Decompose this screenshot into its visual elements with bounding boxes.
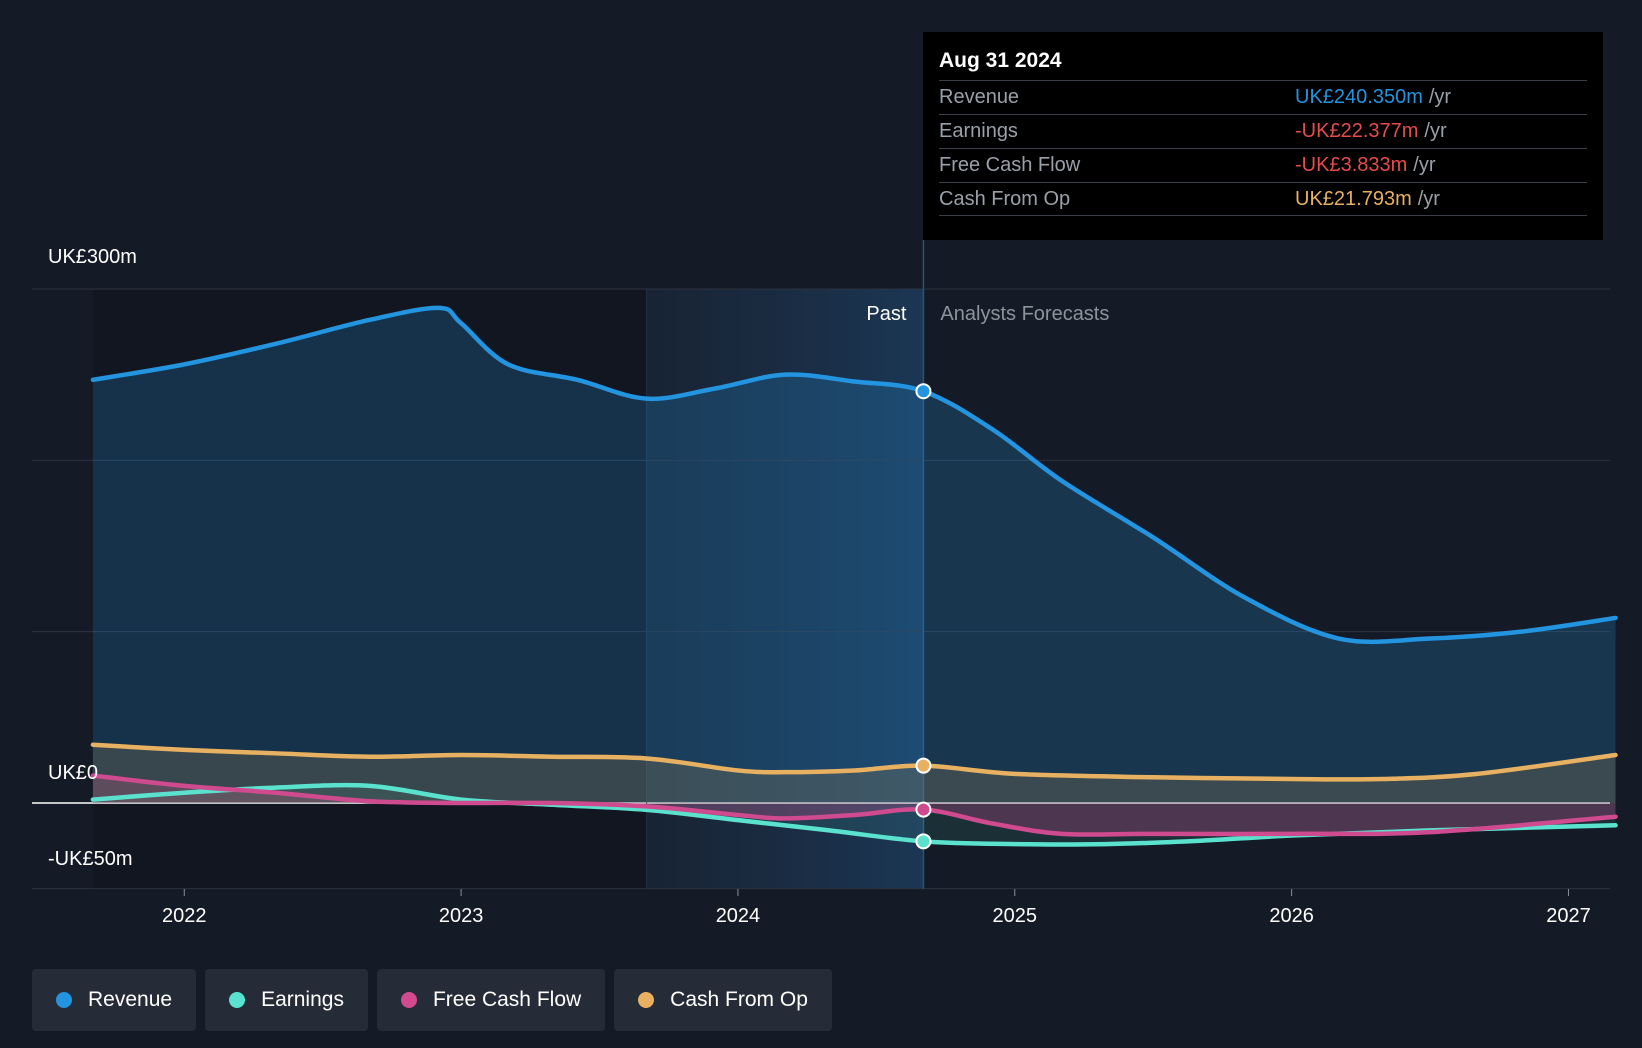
tooltip-row-revenue: Revenue UK£240.350m /yr <box>939 80 1587 114</box>
x-tick-label: 2022 <box>162 905 207 927</box>
past-label: Past <box>866 303 906 325</box>
x-tick-label: 2026 <box>1269 905 1314 927</box>
legend-label: Revenue <box>88 988 173 1011</box>
tooltip-name: Cash From Op <box>939 187 1071 210</box>
marker-free-cash-flow <box>915 801 932 818</box>
legend-label: Cash From Op <box>670 988 808 1011</box>
legend-item-free-cash-flow[interactable]: Free Cash Flow <box>376 969 606 1031</box>
tooltip-value: -UK£3.833m <box>1295 154 1408 176</box>
legend-item-revenue[interactable]: Revenue <box>32 969 197 1031</box>
y-axis-label: -UK£50m <box>48 848 132 870</box>
area-revenue <box>92 307 1616 803</box>
legend-dot-icon <box>638 992 655 1008</box>
legend: Revenue Earnings Free Cash Flow Cash Fro… <box>32 969 832 1031</box>
forecast-label: Analysts Forecasts <box>940 303 1109 325</box>
marker-cash-from-op <box>915 757 932 774</box>
legend-label: Free Cash Flow <box>432 988 582 1011</box>
tooltip-date: Aug 31 2024 <box>939 49 1062 72</box>
y-axis-label: UK£300m <box>48 246 137 268</box>
area-cash-from-op <box>92 744 1616 803</box>
tooltip-row-earnings: Earnings -UK£22.377m /yr <box>939 114 1587 148</box>
tooltip-value: UK£240.350m <box>1295 86 1423 108</box>
x-tick-label: 2024 <box>716 905 761 927</box>
past-dark-band <box>92 289 647 889</box>
line-free-cash-flow <box>90 773 1618 837</box>
marker-earnings <box>915 833 932 850</box>
legend-item-cash-from-op[interactable]: Cash From Op <box>614 969 832 1031</box>
legend-dot-icon <box>400 992 417 1008</box>
x-tick-label: 2027 <box>1546 905 1591 927</box>
legend-item-earnings[interactable]: Earnings <box>205 969 368 1031</box>
tooltip: Aug 31 2024 Revenue UK£240.350m /yr Earn… <box>923 32 1603 240</box>
tooltip-name: Revenue <box>939 86 1020 108</box>
y-axis-label: UK£0 <box>48 762 98 784</box>
tooltip-value: -UK£22.377m <box>1295 120 1419 142</box>
past-highlight-band <box>646 289 924 889</box>
tooltip-name: Earnings <box>939 120 1018 142</box>
x-tick-label: 2025 <box>993 905 1038 927</box>
legend-dot-icon <box>229 992 246 1008</box>
tooltip-unit: /yr <box>1417 187 1440 210</box>
legend-dot-icon <box>56 992 72 1008</box>
tooltip-unit: /yr <box>1428 86 1452 108</box>
tooltip-name: Free Cash Flow <box>939 154 1081 176</box>
line-revenue <box>90 305 1618 645</box>
tooltip-value: UK£21.793m <box>1295 187 1412 210</box>
x-tick-label: 2023 <box>439 905 484 927</box>
tooltip-row-cash-from-op: Cash From Op UK£21.793m /yr <box>939 182 1587 216</box>
tooltip-unit: /yr <box>1424 120 1447 142</box>
line-cash-from-op <box>90 742 1618 782</box>
tooltip-row-free-cash-flow: Free Cash Flow -UK£3.833m /yr <box>939 148 1587 182</box>
marker-revenue <box>915 383 932 400</box>
tooltip-unit: /yr <box>1413 154 1436 176</box>
area-free-cash-flow <box>92 775 1616 835</box>
legend-label: Earnings <box>261 988 344 1011</box>
